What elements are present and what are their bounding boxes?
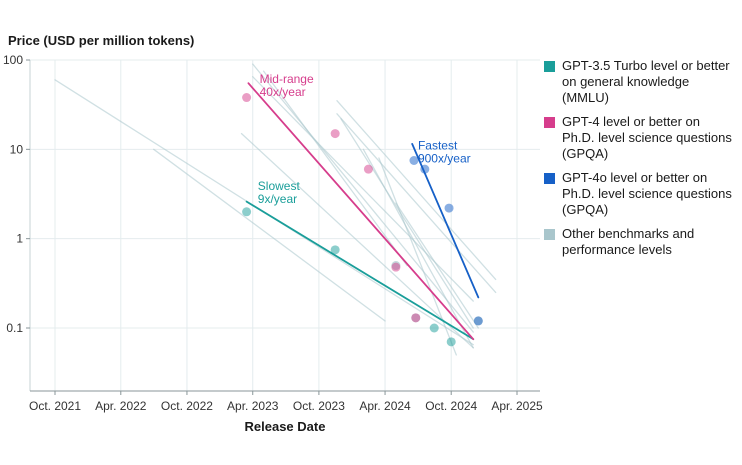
gpt4-annotation-line: Mid-range — [260, 72, 314, 86]
other-trend-line — [378, 157, 457, 356]
gpt35-data-point — [330, 245, 340, 255]
gpt4-data-point — [363, 164, 373, 174]
legend-swatch-gpt4o — [544, 173, 555, 184]
y-axis-label: Price (USD per million tokens) — [8, 33, 194, 48]
other-trend-line — [240, 132, 474, 349]
gpt35-annotation-line: Slowest — [258, 179, 301, 193]
x-tick-label: Oct. 2021 — [29, 399, 81, 413]
chart-legend: GPT-3.5 Turbo level or better on general… — [544, 58, 736, 266]
gpt35-data-point — [429, 323, 439, 333]
legend-item-gpt4o: GPT-4o level or better on Ph.D. level sc… — [544, 170, 736, 218]
gpt35-trend-line — [245, 200, 475, 341]
legend-swatch-gpt4 — [544, 117, 555, 128]
x-axis-label: Release Date — [245, 419, 326, 434]
gpt4-trend-line — [247, 82, 475, 341]
other-trend-line — [153, 148, 386, 322]
legend-label-other: Other benchmarks and performance levels — [562, 226, 695, 257]
gpt4-data-point — [391, 262, 401, 272]
gpt4o-data-point — [409, 155, 419, 165]
legend-label-gpt35: GPT-3.5 Turbo level or better on general… — [562, 58, 730, 105]
legend-label-gpt4o: GPT-4o level or better on Ph.D. level sc… — [562, 170, 732, 217]
x-tick-label: Oct. 2022 — [161, 399, 213, 413]
other-trend-line — [340, 118, 474, 329]
y-tick-label: 100 — [3, 53, 23, 67]
other-trend-line — [336, 113, 497, 294]
legend-item-other: Other benchmarks and performance levels — [544, 226, 736, 258]
x-tick-label: Apr. 2025 — [491, 399, 543, 413]
x-tick-label: Oct. 2023 — [293, 399, 345, 413]
legend-item-gpt35: GPT-3.5 Turbo level or better on general… — [544, 58, 736, 106]
other-trend-line — [336, 100, 497, 281]
gpt4o-annotation-line: 900x/year — [418, 151, 471, 165]
other-trend-line — [262, 70, 408, 267]
y-tick-label: 1 — [16, 232, 23, 246]
x-tick-label: Apr. 2024 — [359, 399, 411, 413]
legend-label-gpt4: GPT-4 level or better on Ph.D. level sci… — [562, 114, 732, 161]
gpt4o-data-point — [473, 316, 483, 326]
y-tick-label: 10 — [10, 142, 24, 156]
other-trend-line — [252, 63, 474, 333]
other-trend-line — [362, 148, 474, 349]
gpt4-annotation-line: 40x/year — [260, 85, 306, 99]
gpt35-data-point — [446, 337, 456, 347]
x-tick-label: Apr. 2023 — [227, 399, 279, 413]
gpt4o-annotation-line: Fastest — [418, 138, 458, 152]
legend-swatch-other — [544, 229, 555, 240]
gpt4-data-point — [330, 129, 340, 139]
legend-item-gpt4: GPT-4 level or better on Ph.D. level sci… — [544, 114, 736, 162]
gpt4-data-point — [242, 93, 252, 103]
gpt4o-data-point — [420, 164, 430, 174]
x-tick-label: Apr. 2022 — [95, 399, 147, 413]
y-tick-label: 0.1 — [6, 321, 23, 335]
other-trend-line — [395, 202, 479, 329]
gpt4o-data-point — [444, 203, 454, 213]
gpt35-annotation-line: 9x/year — [258, 192, 297, 206]
gpt35-data-point — [242, 207, 252, 217]
gpt4-data-point — [411, 313, 421, 323]
legend-swatch-gpt35 — [544, 61, 555, 72]
x-tick-label: Oct. 2024 — [425, 399, 477, 413]
